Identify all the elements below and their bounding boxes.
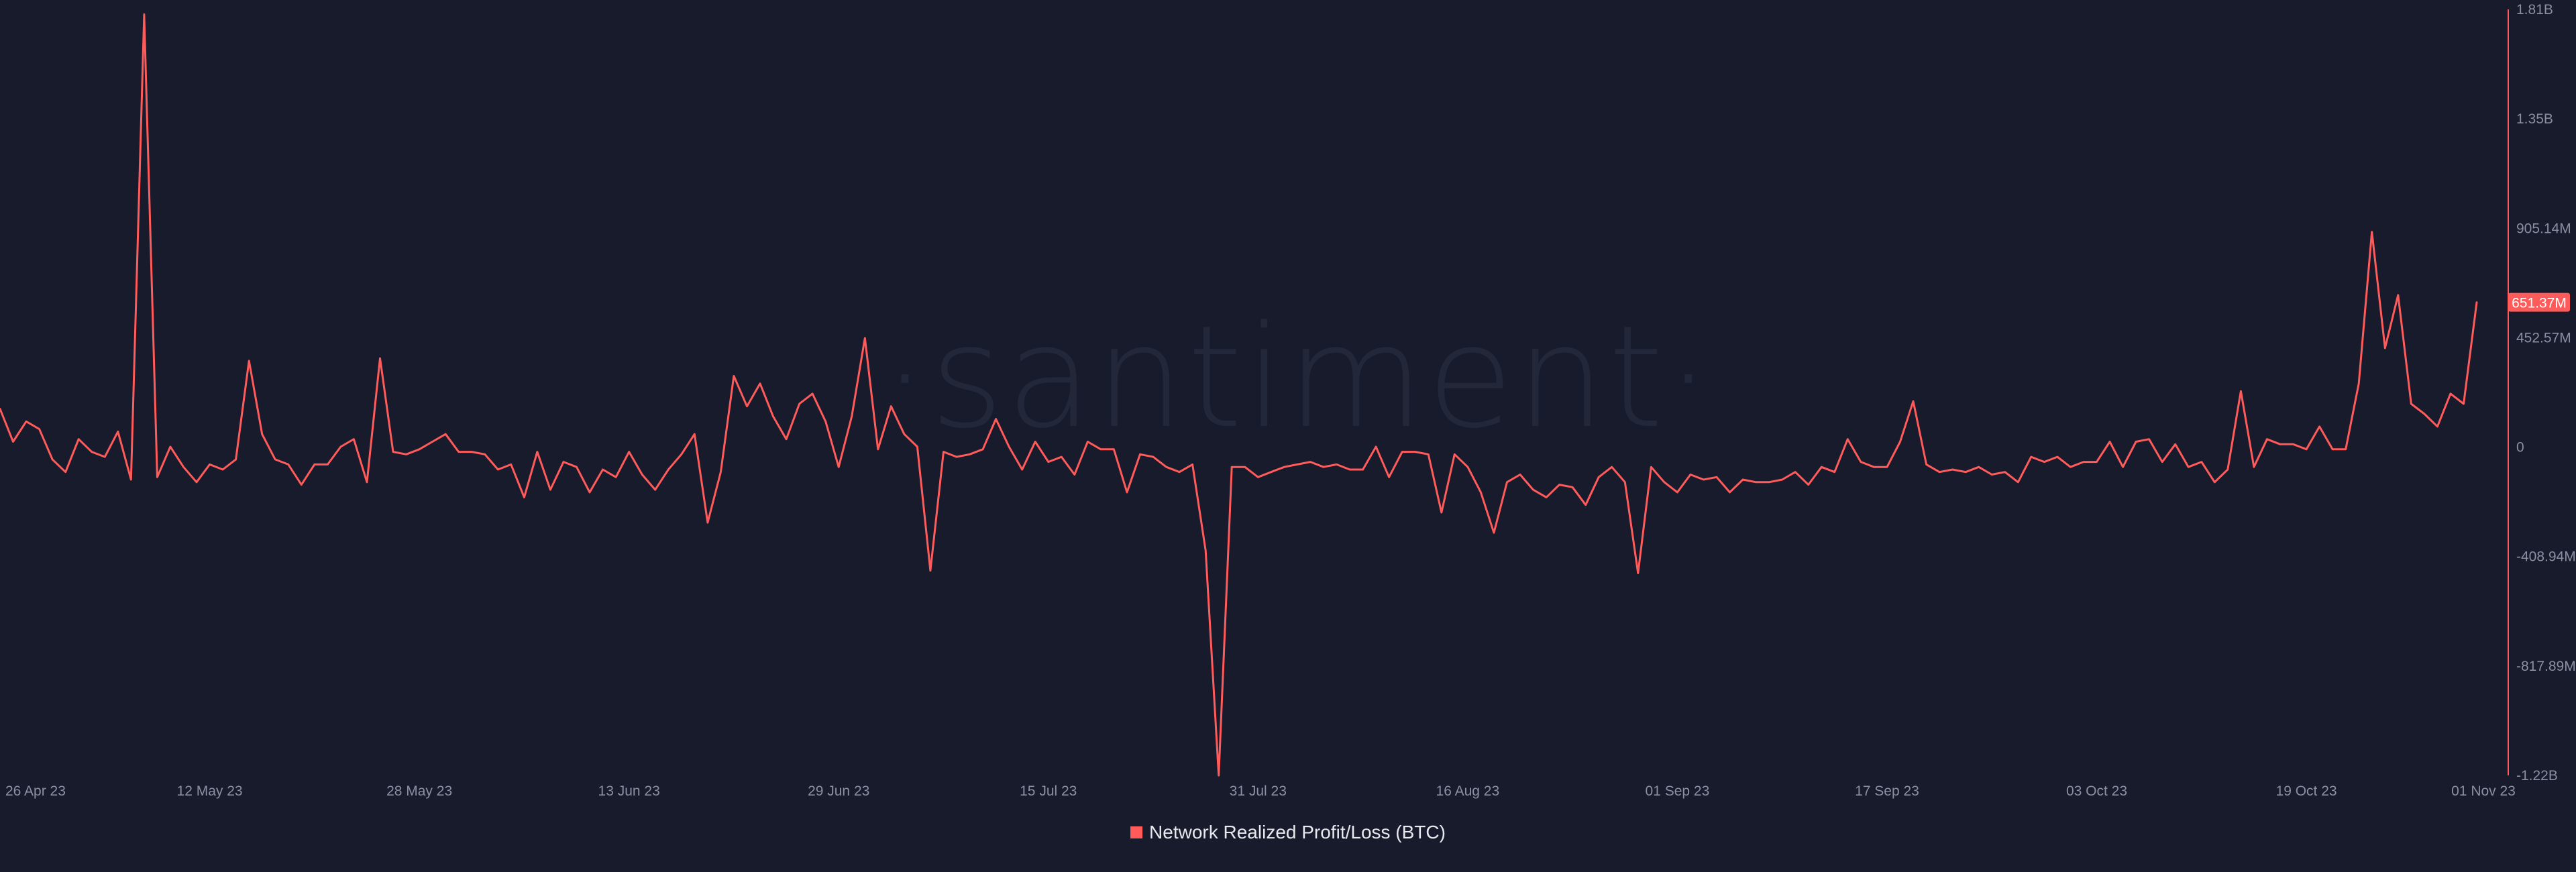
legend-swatch bbox=[1130, 826, 1143, 838]
y-tick-label: 0 bbox=[2516, 440, 2524, 455]
y-tick-label: -1.22B bbox=[2516, 768, 2558, 783]
legend-label: Network Realized Profit/Loss (BTC) bbox=[1149, 822, 1446, 842]
y-tick-label: 1.35B bbox=[2516, 111, 2553, 127]
y-tick-label: -817.89M bbox=[2516, 659, 2576, 674]
x-tick-label: 16 Aug 23 bbox=[1436, 783, 1500, 799]
x-tick-label: 28 May 23 bbox=[386, 783, 452, 799]
y-tick-label: 452.57M bbox=[2516, 330, 2571, 345]
y-tick-label: 905.14M bbox=[2516, 221, 2571, 236]
legend[interactable]: Network Realized Profit/Loss (BTC) bbox=[1130, 822, 1446, 842]
x-tick-label: 17 Sep 23 bbox=[1855, 783, 1919, 799]
series-layer bbox=[0, 13, 2478, 777]
watermark: ·santiment· bbox=[883, 295, 1714, 459]
series-line bbox=[0, 13, 2478, 777]
last-value-label: 651.37M bbox=[2512, 296, 2567, 311]
x-tick-label: 31 Jul 23 bbox=[1230, 783, 1287, 799]
x-tick-label: 15 Jul 23 bbox=[1020, 783, 1077, 799]
last-value-badge bbox=[2508, 292, 2570, 312]
y-axis-ticks: 1.81B 1.35B 905.14M 452.57M 0 -408.94M -817.89… bbox=[2516, 2, 2576, 783]
x-tick-label: 29 Jun 23 bbox=[808, 783, 869, 799]
x-tick-label: 19 Oct 23 bbox=[2276, 783, 2337, 799]
x-axis-ticks: 26 Apr 23 12 May 23 28 May 23 13 Jun 23 29 J… bbox=[5, 783, 2516, 799]
y-tick-label: 1.81B bbox=[2516, 2, 2553, 17]
last-value-layer: 651.37M bbox=[2508, 292, 2570, 312]
x-tick-label: 01 Nov 23 bbox=[2451, 783, 2516, 799]
x-tick-label: 13 Jun 23 bbox=[598, 783, 660, 799]
x-tick-label: 26 Apr 23 bbox=[5, 783, 66, 799]
y-tick-label: -408.94M bbox=[2516, 549, 2576, 565]
x-tick-label: 03 Oct 23 bbox=[2066, 783, 2127, 799]
x-tick-label: 01 Sep 23 bbox=[1646, 783, 1710, 799]
x-tick-label: 12 May 23 bbox=[177, 783, 243, 799]
